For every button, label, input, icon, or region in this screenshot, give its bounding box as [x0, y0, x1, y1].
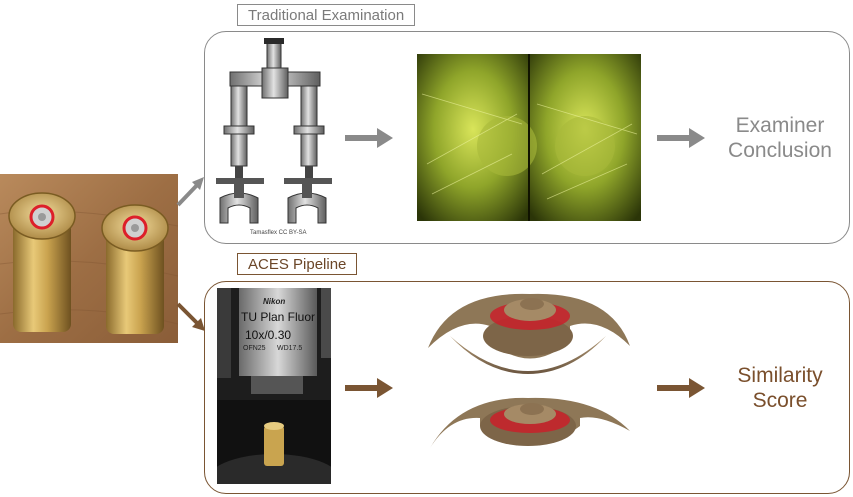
traditional-label: Traditional Examination — [237, 4, 416, 26]
photo-credit: Tamasflex CC BY-SA — [250, 230, 307, 236]
lens-brand: Nikon — [263, 297, 286, 306]
breech-face-comparison-image — [417, 54, 641, 221]
branch-arrow-up — [174, 174, 206, 208]
branch-arrow-down — [174, 300, 208, 334]
lens-objective: TU Plan Fluor — [241, 310, 316, 324]
arrow-icon — [345, 128, 393, 148]
arrow-icon — [657, 378, 705, 398]
comparison-microscope-image — [214, 38, 339, 230]
lens-spec-left: OFN25 — [243, 345, 266, 352]
traditional-panel — [204, 31, 850, 244]
lens-spec-right: WD17.5 — [277, 345, 303, 352]
examiner-conclusion: Examiner Conclusion — [728, 114, 832, 162]
cartridge-cases-photo — [0, 174, 178, 343]
aces-panel — [204, 281, 850, 494]
lens-magnification: 10x/0.30 — [245, 328, 292, 342]
aces-label: ACES Pipeline — [237, 253, 358, 275]
arrow-icon — [345, 378, 393, 398]
3d-surface-scan-image — [420, 286, 638, 466]
objective-lens-photo: Nikon TU Plan Fluor 10x/0.30 OFN25 WD17.… — [217, 288, 331, 484]
arrow-icon — [657, 128, 705, 148]
similarity-score: Similarity Score — [737, 364, 823, 412]
